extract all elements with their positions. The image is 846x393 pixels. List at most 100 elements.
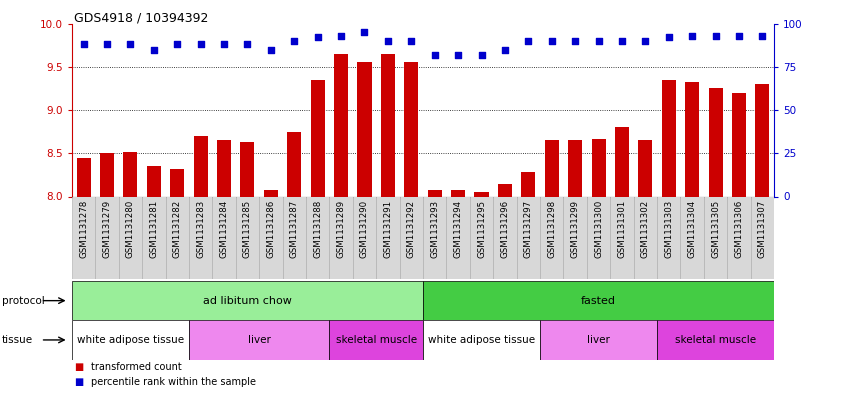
- Text: GSM1131307: GSM1131307: [758, 200, 766, 258]
- Text: fasted: fasted: [581, 296, 616, 306]
- Point: [685, 33, 699, 39]
- Text: GSM1131293: GSM1131293: [431, 200, 439, 258]
- Text: ad libitum chow: ad libitum chow: [203, 296, 292, 306]
- Text: skeletal muscle: skeletal muscle: [336, 335, 417, 345]
- Bar: [540, 320, 657, 360]
- Point: [545, 38, 558, 44]
- Point: [639, 38, 652, 44]
- Bar: [587, 196, 610, 279]
- Bar: [189, 320, 329, 360]
- Bar: [217, 140, 231, 196]
- Text: percentile rank within the sample: percentile rank within the sample: [91, 377, 256, 387]
- Text: GSM1131289: GSM1131289: [337, 200, 345, 258]
- Bar: [72, 320, 189, 360]
- Point: [615, 38, 629, 44]
- Point: [170, 41, 184, 48]
- Text: GSM1131296: GSM1131296: [501, 200, 509, 258]
- Bar: [615, 127, 629, 196]
- Point: [124, 41, 137, 48]
- Point: [475, 51, 488, 58]
- Bar: [428, 189, 442, 196]
- Text: GSM1131282: GSM1131282: [173, 200, 182, 258]
- Bar: [610, 196, 634, 279]
- Bar: [657, 196, 680, 279]
- Text: GSM1131280: GSM1131280: [126, 200, 135, 258]
- Point: [662, 34, 675, 40]
- Point: [334, 33, 348, 39]
- Text: GSM1131301: GSM1131301: [618, 200, 626, 258]
- Bar: [728, 196, 750, 279]
- Bar: [545, 140, 558, 196]
- Text: GSM1131304: GSM1131304: [688, 200, 696, 258]
- Text: tissue: tissue: [2, 335, 33, 345]
- Text: GSM1131284: GSM1131284: [220, 200, 228, 258]
- Bar: [194, 136, 207, 196]
- Bar: [685, 83, 699, 196]
- Bar: [639, 140, 652, 196]
- Text: protocol: protocol: [2, 296, 45, 306]
- Bar: [591, 139, 606, 196]
- Bar: [709, 88, 722, 196]
- Bar: [212, 196, 236, 279]
- Text: GSM1131279: GSM1131279: [102, 200, 112, 258]
- Bar: [329, 196, 353, 279]
- Text: GSM1131299: GSM1131299: [571, 200, 580, 258]
- Bar: [447, 196, 470, 279]
- Bar: [376, 196, 399, 279]
- Bar: [96, 196, 118, 279]
- Bar: [77, 158, 91, 196]
- Bar: [423, 196, 447, 279]
- Bar: [147, 166, 161, 196]
- Bar: [399, 196, 423, 279]
- Text: GSM1131300: GSM1131300: [594, 200, 603, 258]
- Bar: [493, 196, 517, 279]
- Point: [709, 33, 722, 39]
- Bar: [498, 184, 512, 196]
- Text: GSM1131285: GSM1131285: [243, 200, 252, 258]
- Point: [147, 46, 161, 53]
- Text: GSM1131292: GSM1131292: [407, 200, 415, 258]
- Text: white adipose tissue: white adipose tissue: [428, 335, 535, 345]
- Text: GSM1131291: GSM1131291: [383, 200, 393, 258]
- Bar: [470, 196, 493, 279]
- Bar: [404, 62, 418, 196]
- Point: [591, 38, 605, 44]
- Bar: [118, 196, 142, 279]
- Bar: [259, 196, 283, 279]
- Bar: [358, 62, 371, 196]
- Bar: [634, 196, 657, 279]
- Bar: [423, 320, 540, 360]
- Bar: [680, 196, 704, 279]
- Bar: [189, 196, 212, 279]
- Bar: [451, 189, 465, 196]
- Bar: [517, 196, 540, 279]
- Bar: [755, 84, 769, 196]
- Text: GSM1131287: GSM1131287: [290, 200, 299, 258]
- Text: GSM1131306: GSM1131306: [734, 200, 744, 258]
- Bar: [310, 80, 325, 196]
- Bar: [334, 54, 348, 196]
- Bar: [732, 93, 746, 196]
- Point: [452, 51, 465, 58]
- Point: [428, 51, 442, 58]
- Text: GSM1131305: GSM1131305: [711, 200, 720, 258]
- Text: GSM1131286: GSM1131286: [266, 200, 275, 258]
- Bar: [521, 172, 536, 196]
- Bar: [704, 196, 728, 279]
- Text: skeletal muscle: skeletal muscle: [675, 335, 756, 345]
- Bar: [100, 153, 114, 196]
- Text: GSM1131298: GSM1131298: [547, 200, 556, 258]
- Point: [381, 38, 394, 44]
- Point: [217, 41, 231, 48]
- Bar: [569, 140, 582, 196]
- Text: ■: ■: [74, 362, 84, 373]
- Bar: [381, 54, 395, 196]
- Bar: [124, 152, 137, 196]
- Point: [358, 29, 371, 35]
- Bar: [170, 169, 184, 196]
- Point: [569, 38, 582, 44]
- Bar: [264, 189, 277, 196]
- Text: GSM1131278: GSM1131278: [80, 200, 88, 258]
- Text: GSM1131288: GSM1131288: [313, 200, 322, 258]
- Point: [404, 38, 418, 44]
